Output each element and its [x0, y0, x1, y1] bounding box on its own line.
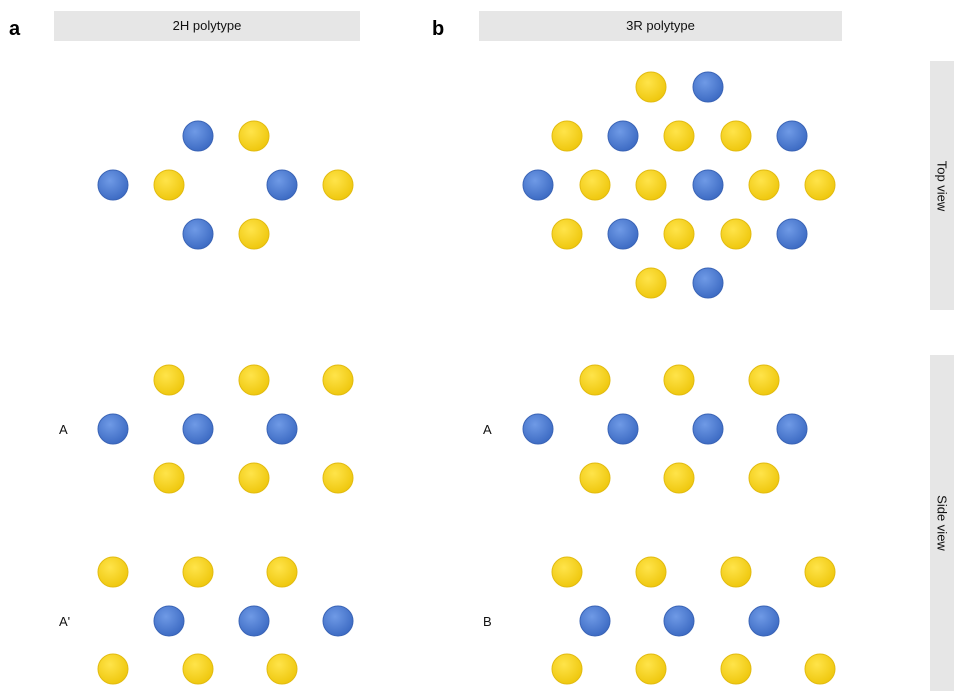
chalcogen-atom: [635, 267, 667, 299]
metal-atom: [182, 120, 214, 152]
chalcogen-atom: [579, 364, 611, 396]
chalcogen-atom: [635, 653, 667, 685]
chalcogen-atom: [153, 169, 185, 201]
chalcogen-atom: [551, 556, 583, 588]
metal-atom: [607, 120, 639, 152]
metal-atom: [692, 169, 724, 201]
metal-atom: [692, 71, 724, 103]
chalcogen-atom: [748, 169, 780, 201]
metal-atom: [97, 169, 129, 201]
metal-atom: [607, 218, 639, 250]
chalcogen-atom: [635, 556, 667, 588]
chalcogen-atom: [551, 218, 583, 250]
panel-letter-b: b: [432, 18, 445, 40]
chalcogen-atom: [579, 462, 611, 494]
chalcogen-atom: [238, 462, 270, 494]
chalcogen-atom: [720, 120, 752, 152]
metal-atom: [522, 413, 554, 445]
metal-atom: [776, 218, 808, 250]
chalcogen-atom: [748, 462, 780, 494]
chalcogen-atom: [238, 120, 270, 152]
metal-atom: [238, 605, 270, 637]
panel-letter-a: a: [9, 18, 21, 40]
metal-atom: [522, 169, 554, 201]
chalcogen-atom: [266, 556, 298, 588]
chalcogen-atom: [238, 364, 270, 396]
metal-atom: [663, 605, 695, 637]
side-label-side-view: Side view: [930, 355, 954, 691]
chalcogen-atom: [720, 218, 752, 250]
chalcogen-atom: [551, 653, 583, 685]
metal-atom: [748, 605, 780, 637]
chalcogen-atom: [663, 218, 695, 250]
chalcogen-atom: [720, 653, 752, 685]
metal-atom: [182, 218, 214, 250]
metal-atom: [182, 413, 214, 445]
chalcogen-atom: [804, 556, 836, 588]
title-2h-polytype: 2H polytype: [54, 11, 360, 41]
metal-atom: [266, 169, 298, 201]
chalcogen-atom: [551, 120, 583, 152]
metal-atom: [97, 413, 129, 445]
chalcogen-atom: [182, 556, 214, 588]
chalcogen-atom: [238, 218, 270, 250]
chalcogen-atom: [804, 169, 836, 201]
chalcogen-atom: [663, 364, 695, 396]
chalcogen-atom: [97, 556, 129, 588]
chalcogen-atom: [663, 462, 695, 494]
layer-label-3r-b: B: [483, 614, 492, 629]
chalcogen-atom: [322, 169, 354, 201]
chalcogen-atom: [663, 120, 695, 152]
metal-atom: [266, 413, 298, 445]
metal-atom: [776, 413, 808, 445]
chalcogen-atom: [720, 556, 752, 588]
title-3r-polytype: 3R polytype: [479, 11, 842, 41]
layer-label-2h-a: A: [59, 422, 68, 437]
chalcogen-atom: [97, 653, 129, 685]
chalcogen-atom: [635, 169, 667, 201]
metal-atom: [607, 413, 639, 445]
metal-atom: [776, 120, 808, 152]
metal-atom: [579, 605, 611, 637]
chalcogen-atom: [153, 364, 185, 396]
side-label-top-view: Top view: [930, 61, 954, 310]
metal-atom: [322, 605, 354, 637]
chalcogen-atom: [182, 653, 214, 685]
chalcogen-atom: [804, 653, 836, 685]
metal-atom: [153, 605, 185, 637]
layer-label-2h-a-prime: A': [59, 614, 71, 629]
chalcogen-atom: [748, 364, 780, 396]
metal-atom: [692, 413, 724, 445]
chalcogen-atom: [322, 462, 354, 494]
chalcogen-atom: [153, 462, 185, 494]
chalcogen-atom: [635, 71, 667, 103]
chalcogen-atom: [579, 169, 611, 201]
metal-atom: [692, 267, 724, 299]
layer-label-3r-a: A: [483, 422, 492, 437]
chalcogen-atom: [266, 653, 298, 685]
chalcogen-atom: [322, 364, 354, 396]
